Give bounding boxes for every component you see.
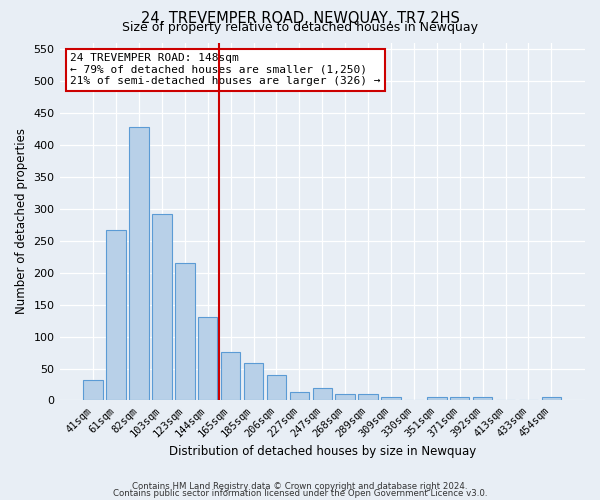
Bar (175, 263, 194, 400)
X-axis label: Distribution of detached houses by size in Newquay: Distribution of detached houses by size … (169, 444, 476, 458)
Bar (83, 380, 103, 400)
Bar (450, 398, 469, 400)
Bar (313, 388, 332, 400)
Bar (129, 127, 149, 400)
Bar (335, 394, 355, 400)
Text: Size of property relative to detached houses in Newquay: Size of property relative to detached ho… (122, 22, 478, 35)
Bar (358, 394, 378, 400)
Bar (427, 398, 446, 400)
Bar (152, 214, 172, 400)
Bar (198, 318, 217, 400)
Bar (290, 392, 309, 400)
Text: 24, TREVEMPER ROAD, NEWQUAY, TR7 2HS: 24, TREVEMPER ROAD, NEWQUAY, TR7 2HS (140, 11, 460, 26)
Text: Contains public sector information licensed under the Open Government Licence v3: Contains public sector information licen… (113, 488, 487, 498)
Bar (221, 352, 241, 401)
Bar (106, 230, 126, 400)
Bar (473, 398, 493, 400)
Text: Contains HM Land Registry data © Crown copyright and database right 2024.: Contains HM Land Registry data © Crown c… (132, 482, 468, 491)
Bar (244, 363, 263, 401)
Bar (381, 398, 401, 400)
Y-axis label: Number of detached properties: Number of detached properties (15, 128, 28, 314)
Bar (267, 375, 286, 400)
Bar (542, 398, 561, 400)
Text: 24 TREVEMPER ROAD: 148sqm
← 79% of detached houses are smaller (1,250)
21% of se: 24 TREVEMPER ROAD: 148sqm ← 79% of detac… (70, 53, 380, 86)
